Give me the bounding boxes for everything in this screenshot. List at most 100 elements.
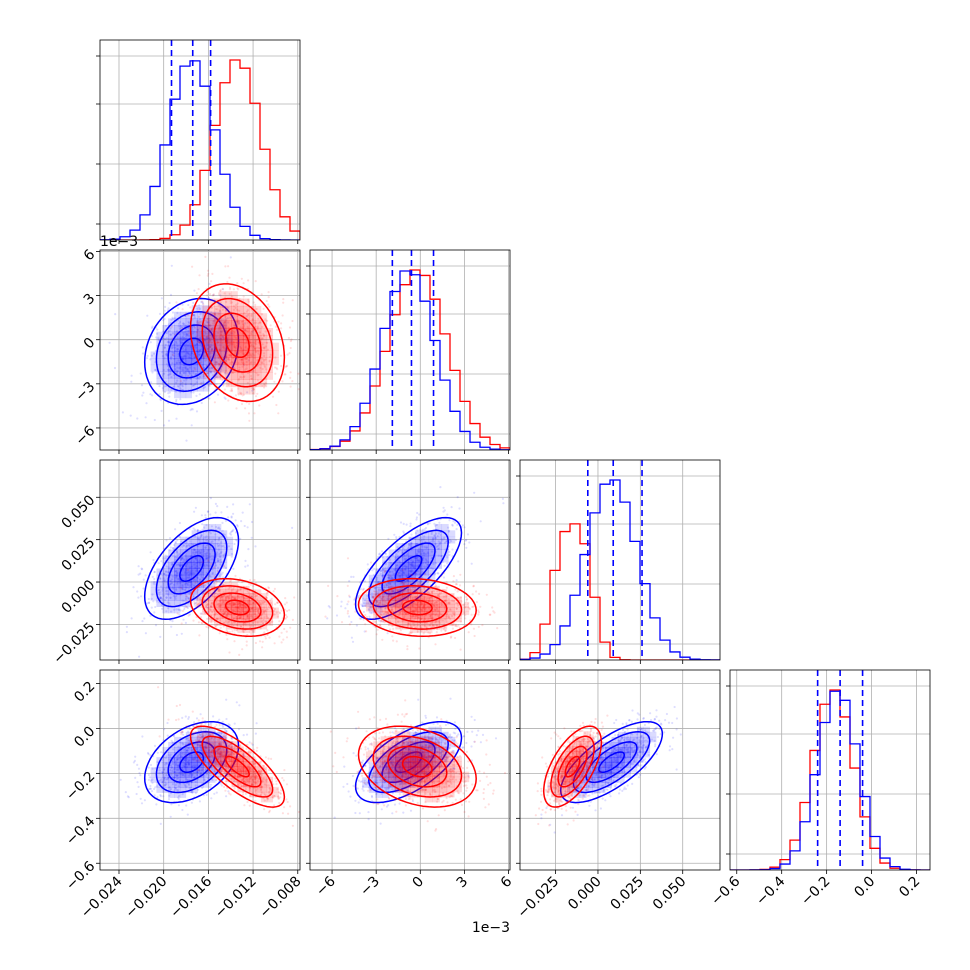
contour-level-2-series-1: [201, 297, 274, 388]
contour-level-0-series-1: [401, 599, 433, 616]
contour-level-0-series-1: [224, 755, 250, 778]
contour-level-2-series-1: [372, 735, 463, 798]
contour-level-3-series-0: [143, 720, 240, 804]
panel-frame: [99, 249, 301, 451]
contour-level-3-series-0: [559, 720, 664, 804]
y-tick-label: −6: [72, 423, 98, 449]
x-tick-label: −0.2: [798, 874, 833, 909]
x-tick-label: 0.0: [851, 874, 878, 901]
histogram-step-series-0: [520, 479, 720, 660]
contour-level-2-series-0: [155, 731, 228, 794]
panel-content: [324, 486, 505, 651]
x-tick-label: −6: [313, 873, 339, 899]
density-core-series-1: [196, 291, 279, 395]
contour-level-2-series-1: [550, 735, 595, 798]
contour-level-1-series-1: [213, 592, 262, 623]
y-tick-label: −0.025: [50, 619, 98, 667]
histogram-panel-3: [730, 670, 930, 870]
scatter-panel-1-0: [100, 250, 300, 450]
contour-level-3-series-0: [143, 516, 240, 621]
x-tick-label: −0.6: [708, 873, 743, 908]
contour-level-2-series-1: [372, 585, 463, 630]
contour-level-1-series-1: [213, 312, 262, 373]
panel-content: [730, 670, 930, 870]
x-tick-label: 3: [454, 874, 472, 892]
x-tick-label: −0.008: [257, 874, 305, 922]
panel-content: [329, 697, 507, 832]
histogram-step-series-0: [310, 270, 510, 450]
contour-level-3-series-0: [354, 516, 463, 621]
y-tick-label: 0: [81, 335, 99, 353]
histogram-step-series-0: [100, 60, 300, 240]
y-tick-label: −0.6: [63, 858, 98, 893]
y-tick-label: 3: [81, 291, 99, 309]
contour-level-1-series-1: [557, 745, 588, 788]
x-offset-label: 1e−3: [472, 920, 510, 936]
contour-level-3-series-1: [357, 577, 477, 638]
panel-frame: [309, 669, 511, 871]
panel-content: [520, 460, 720, 660]
contour-level-1-series-1: [387, 745, 448, 788]
histogram-step-series-1: [520, 523, 720, 660]
contour-level-0-series-1: [564, 755, 581, 778]
contour-level-2-series-0: [572, 731, 651, 794]
contour-level-0-series-1: [224, 599, 250, 616]
contour-level-2-series-0: [368, 731, 449, 794]
panel-frame: [309, 459, 511, 661]
panel-content: [125, 497, 296, 658]
scatter-panel-3-0: [100, 670, 300, 870]
y-tick-label: −0.2: [63, 768, 98, 803]
contour-level-0-series-1: [224, 327, 250, 359]
scatter-panel-3-1: [310, 670, 510, 870]
x-tick-label: 0: [410, 874, 428, 892]
y-tick-label: 0.2: [71, 679, 98, 706]
x-tick-label: −0.020: [123, 874, 171, 922]
contour-level-1-series-0: [381, 542, 436, 595]
panel-frame: [99, 39, 301, 241]
histogram-panel-2: [520, 460, 720, 660]
y-tick-label: −0.4: [63, 813, 98, 848]
contour-level-3-series-0: [143, 297, 240, 406]
contour-level-3-series-1: [189, 725, 286, 808]
contour-level-1-series-1: [213, 745, 262, 788]
y-tick-label: 0.000: [59, 577, 99, 617]
contour-level-3-series-1: [357, 725, 477, 808]
panel-frame: [519, 669, 721, 871]
x-tick-label: −0.4: [753, 873, 788, 908]
panel-content: [119, 686, 300, 827]
histogram-panel-0: [100, 40, 300, 240]
y-offset-label: 1e−3: [100, 234, 138, 250]
contour-level-2-series-0: [155, 529, 228, 608]
x-tick-label: −0.016: [167, 873, 215, 921]
contour-level-2-series-0: [155, 311, 228, 392]
x-tick-label: 0.050: [650, 874, 690, 914]
contour-level-2-series-1: [201, 585, 274, 630]
x-tick-label: −0.025: [514, 874, 562, 922]
scatter-panel-2-1: [310, 460, 510, 660]
panel-frame: [309, 249, 511, 451]
y-tick-label: −3: [72, 379, 98, 405]
contour-level-1-series-1: [387, 592, 448, 623]
y-tick-label: 0.0: [71, 723, 98, 750]
panel-content: [108, 255, 300, 442]
x-tick-label: 6: [498, 873, 516, 891]
scatter-panel-2-0: [100, 460, 300, 660]
density-core-series-1: [365, 582, 470, 634]
panel-frame: [99, 669, 301, 871]
panel-frame: [519, 459, 721, 661]
contour-level-1-series-0: [167, 542, 216, 595]
contour-level-1-series-0: [167, 741, 216, 784]
histogram-step-series-1: [100, 59, 300, 240]
panel-content: [534, 705, 720, 834]
y-tick-label: 6: [81, 246, 99, 264]
contour-level-2-series-0: [368, 529, 449, 608]
contour-level-0-series-1: [401, 755, 433, 778]
contour-level-0-series-0: [179, 555, 205, 582]
x-tick-label: 0.2: [896, 874, 923, 901]
contour-level-3-series-1: [542, 725, 603, 808]
density-core-series-0: [150, 523, 234, 614]
contour-level-0-series-0: [394, 555, 423, 582]
panel-content: [310, 250, 510, 450]
scatter-panel-3-2: [520, 670, 720, 870]
